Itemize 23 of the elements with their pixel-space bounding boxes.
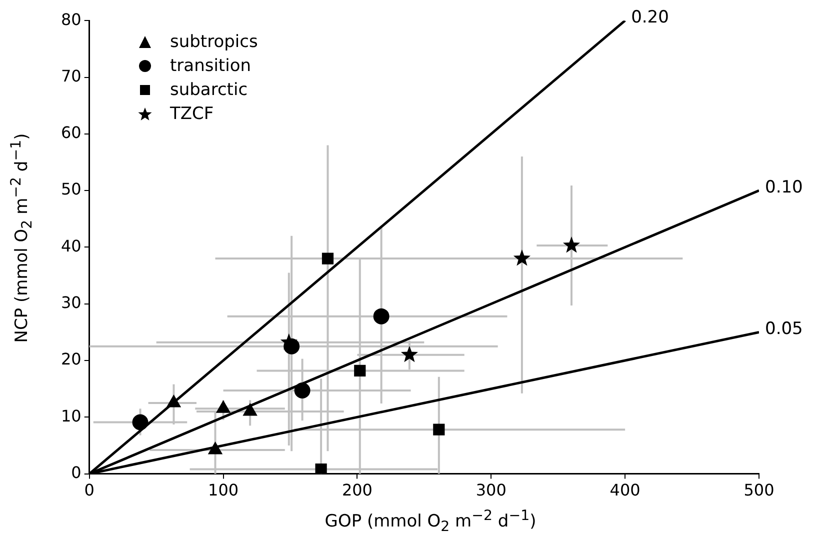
x-tick-label: 300 — [476, 480, 506, 500]
x-tick-label: 500 — [744, 480, 774, 500]
legend-label: subarctic — [170, 80, 248, 100]
y-tick-label: 0 — [71, 462, 82, 482]
legend-label: transition — [170, 56, 251, 76]
y-tick-label: 80 — [61, 10, 82, 29]
legend-label: subtropics — [170, 32, 258, 52]
legend-label: TZCF — [170, 104, 214, 124]
series-label: 0.20 — [631, 8, 669, 28]
y-tick-label: 70 — [61, 66, 82, 86]
series-label: 0.05 — [765, 319, 803, 340]
y-tick-label: 60 — [61, 123, 82, 142]
y-tick-label: 30 — [61, 293, 82, 312]
x-axis-title: GOP (mmol O$_{2}$ m$^{−2}$ d$^{−1}$) — [324, 508, 538, 536]
x-tick-label: 100 — [208, 480, 239, 500]
y-tick-label: 50 — [61, 180, 82, 199]
series-label: 0.10 — [765, 177, 803, 198]
x-tick-label: 0 — [84, 480, 94, 500]
y-tick-label: 20 — [61, 350, 82, 369]
x-tick-label: 200 — [342, 480, 372, 500]
y-tick-label: 40 — [61, 236, 82, 256]
y-tick-label: 10 — [61, 406, 82, 426]
x-tick-label: 400 — [610, 480, 640, 500]
